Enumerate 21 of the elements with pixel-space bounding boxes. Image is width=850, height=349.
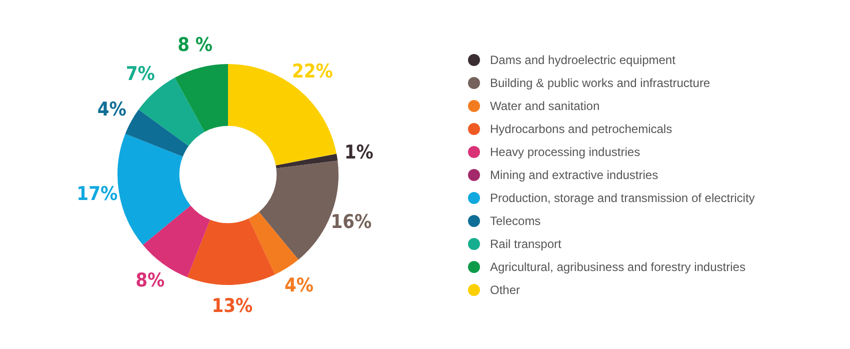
legend-label: Building & public works and infrastructure (490, 76, 710, 90)
legend-label: Heavy processing industries (490, 144, 640, 158)
data-label: 4% (97, 98, 126, 121)
legend-label: Mining and extractive industries (490, 168, 658, 182)
data-label: 7% (126, 63, 155, 86)
legend-label: Dams and hydroelectric equipment (490, 52, 676, 66)
data-label: 8% (136, 270, 165, 292)
data-label: 1% (344, 142, 374, 164)
legend-label: Rail transport (490, 236, 562, 250)
legend-label: Production, storage and transmission of electricity (490, 190, 755, 204)
legend-label: Agricultural, agribusiness and forestry industries (490, 260, 746, 274)
data-label: 13% (212, 294, 253, 317)
data-label: 17% (76, 183, 118, 206)
data-label: 16% (330, 211, 372, 234)
data-label: 8 % (178, 34, 213, 56)
data-label: 4% (284, 274, 314, 296)
legend-label: Water and sanitation (490, 98, 600, 112)
data-label: 22% (292, 60, 333, 82)
legend-label: Telecoms (490, 214, 541, 228)
legend-label: Other (490, 282, 520, 296)
legend-label: Hydrocarbons and petrochemicals (490, 122, 672, 136)
